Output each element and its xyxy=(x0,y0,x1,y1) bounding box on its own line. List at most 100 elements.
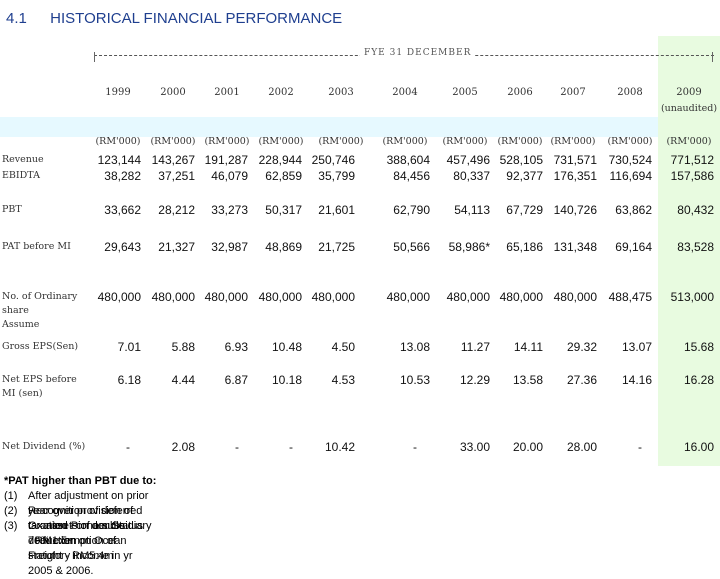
table-cell: 92,377 xyxy=(506,169,543,183)
row-label-text: Net Dividend (%) xyxy=(2,441,86,452)
table-cell: 457,496 xyxy=(446,153,490,167)
footnote-item: (1) After adjustment on prior year over … xyxy=(4,489,156,562)
table-cell: 10.48 xyxy=(271,340,302,354)
table-cell: 35,799 xyxy=(318,169,355,183)
unit-label: (RM'000) xyxy=(204,136,250,147)
unit-label: (RM'000) xyxy=(666,136,712,147)
table-cell: 2.08 xyxy=(171,440,195,454)
table-cell: 21,725 xyxy=(318,240,355,254)
header-band xyxy=(0,117,720,137)
year-header: 2000 xyxy=(160,87,186,98)
table-cell: 29.32 xyxy=(566,340,597,354)
footnote-number: (1) xyxy=(4,490,18,502)
table-cell: 143,267 xyxy=(151,153,195,167)
table-cell: 62,859 xyxy=(265,169,302,183)
table-cell: 480,000 xyxy=(151,290,195,304)
year-header: 2008 xyxy=(617,87,643,98)
table-cell: 6.18 xyxy=(117,373,141,387)
footnote-title: *PAT higher than PBT due to: xyxy=(4,475,157,487)
table-cell: 513,000 xyxy=(670,290,714,304)
table-cell: 65,186 xyxy=(506,240,543,254)
table-cell: 48,869 xyxy=(265,240,302,254)
footnote-text: Granted Pioneer Status 70% exemption of … xyxy=(28,520,143,577)
section-number: 4.1 xyxy=(6,10,27,27)
table-cell: 388,604 xyxy=(386,153,430,167)
table-cell: 488,475 xyxy=(608,290,652,304)
year-header: 2006 xyxy=(507,87,533,98)
table-cell: 157,586 xyxy=(670,169,714,183)
table-cell: 176,351 xyxy=(553,169,597,183)
table-cell: 14.16 xyxy=(621,373,652,387)
table-cell: 480,000 xyxy=(258,290,302,304)
table-cell: 116,694 xyxy=(609,169,653,183)
table-cell: 480,000 xyxy=(499,290,543,304)
table-cell: 21,327 xyxy=(158,240,195,254)
footnotes: *PAT higher than PBT due to: (1) After a… xyxy=(4,474,157,577)
unit-label: (RM'000) xyxy=(95,136,141,147)
table-cell: 15.68 xyxy=(683,340,714,354)
period-right-tick xyxy=(712,52,713,62)
table-cell: 27.36 xyxy=(566,373,597,387)
table-cell: 13.08 xyxy=(399,340,430,354)
row-label-text: No. of Ordinary share xyxy=(2,291,78,316)
unit-label: (RM'000) xyxy=(318,136,364,147)
table-cell: 46,079 xyxy=(211,169,248,183)
row-label: No. of Ordinary share Assume xyxy=(2,290,97,332)
table-cell: 33.00 xyxy=(459,440,490,454)
table-cell: 7.01 xyxy=(117,340,141,354)
table-cell: 13.58 xyxy=(512,373,543,387)
table-cell: 80,337 xyxy=(453,169,490,183)
table-cell: 480,000 xyxy=(97,290,141,304)
row-label: PAT before MI xyxy=(2,240,97,254)
table-cell: 131,348 xyxy=(553,240,597,254)
table-cell: - xyxy=(235,440,239,454)
table-cell: 10.42 xyxy=(324,440,355,454)
table-cell: 69,164 xyxy=(615,240,652,254)
table-cell: 80,432 xyxy=(677,203,714,217)
table-cell: 63,862 xyxy=(615,203,652,217)
unit-label: (RM'000) xyxy=(442,136,488,147)
table-cell: - xyxy=(289,440,293,454)
table-cell: - xyxy=(126,440,130,454)
table-cell: 4.53 xyxy=(331,373,355,387)
table-cell: 228,944 xyxy=(258,153,302,167)
table-cell: 771,512 xyxy=(670,153,714,167)
table-cell: 32,987 xyxy=(211,240,248,254)
row-label-text: PBT xyxy=(2,204,22,215)
table-cell: 58,986* xyxy=(448,240,490,254)
table-cell: 28.00 xyxy=(566,440,597,454)
table-cell: 13.07 xyxy=(621,340,652,354)
table-cell: 11.27 xyxy=(460,340,490,354)
table-cell: 50,317 xyxy=(265,203,302,217)
table-cell: 84,456 xyxy=(393,169,430,183)
footnote-number: (2) xyxy=(4,505,18,517)
table-cell: 16.28 xyxy=(683,373,714,387)
table-cell: 20.00 xyxy=(512,440,543,454)
table-cell: 33,273 xyxy=(211,203,248,217)
table-cell: 6.87 xyxy=(224,373,248,387)
table-cell: 28,212 xyxy=(158,203,195,217)
table-cell: - xyxy=(638,440,642,454)
period-left-tick xyxy=(94,52,95,62)
table-cell: 123,144 xyxy=(97,153,141,167)
table-cell: 14.11 xyxy=(513,340,543,354)
table-cell: 250,746 xyxy=(311,153,355,167)
table-cell: 5.88 xyxy=(171,340,195,354)
table-cell: 10.18 xyxy=(271,373,302,387)
table-cell: 528,105 xyxy=(499,153,543,167)
row-label-text: Net EPS before xyxy=(2,374,77,385)
year-header: 2009 xyxy=(676,87,702,98)
table-cell: 38,282 xyxy=(104,169,141,183)
period-label: FYE 31 DECEMBER xyxy=(360,48,476,58)
table-cell: 12.29 xyxy=(459,373,490,387)
unit-label: (RM'000) xyxy=(607,136,653,147)
footnote-item: (2) Recognition of deferred tax assets o… xyxy=(4,504,156,547)
year-header: 2005 xyxy=(452,87,478,98)
unit-label: (RM'000) xyxy=(497,136,543,147)
row-label-text: EBIDTA xyxy=(2,170,40,181)
unit-label: (RM'000) xyxy=(150,136,196,147)
table-cell: 731,571 xyxy=(553,153,597,167)
page-title: 4.1 HISTORICAL FINANCIAL PERFORMANCE xyxy=(6,10,342,27)
table-cell: 480,000 xyxy=(204,290,248,304)
highlight-2009-column xyxy=(658,36,720,466)
